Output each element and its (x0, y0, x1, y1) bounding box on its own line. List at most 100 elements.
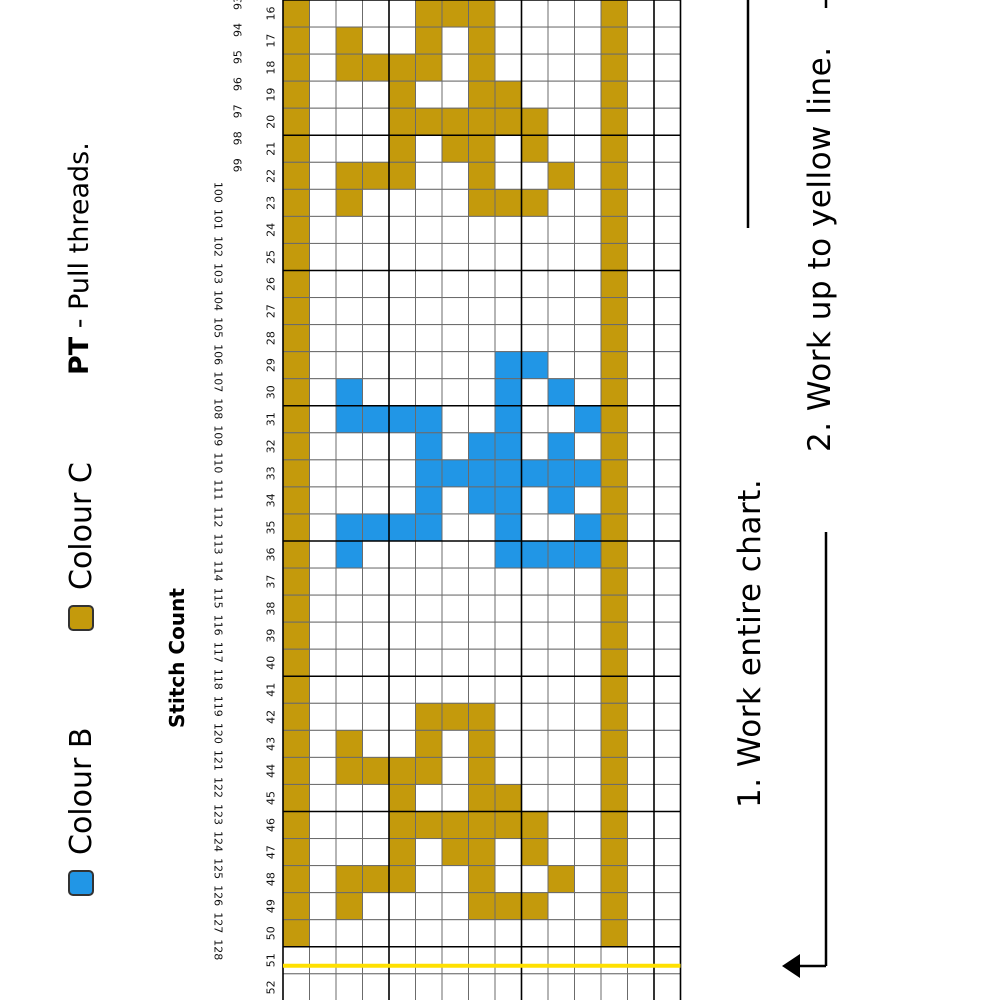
stitch-empty (574, 486, 602, 515)
stitch-empty (309, 378, 337, 407)
stitch-empty (547, 946, 575, 975)
stitch-empty (362, 540, 390, 569)
stitch-colour-c (282, 134, 310, 163)
stitch-empty (627, 107, 655, 136)
stitch-empty (335, 270, 363, 299)
stitch-colour-c (494, 892, 522, 921)
stitch-colour-b (468, 486, 496, 515)
row-number-inner: 24 (265, 223, 278, 237)
stitch-empty (547, 405, 575, 434)
pt-description: - Pull threads. (64, 142, 95, 337)
stitch-colour-c (600, 26, 628, 55)
stitch-empty (521, 513, 549, 542)
stitch-empty (547, 594, 575, 623)
stitch-count-title: Stitch Count (165, 588, 189, 728)
stitch-empty (309, 540, 337, 569)
stitch-empty (574, 80, 602, 109)
stitch-empty (627, 351, 655, 380)
row-number-inner: 19 (265, 88, 278, 102)
stitch-empty (282, 973, 310, 1000)
stitch-empty (388, 26, 416, 55)
stitch-empty (441, 946, 469, 975)
stitch-empty (574, 621, 602, 650)
stitch-empty (521, 242, 549, 271)
stitch-empty (362, 432, 390, 461)
stitch-colour-c (282, 729, 310, 758)
stitch-empty (627, 242, 655, 271)
stitch-colour-c (362, 53, 390, 82)
stitch-empty (627, 80, 655, 109)
stitch-empty (388, 892, 416, 921)
stitch-empty (388, 594, 416, 623)
row-number-outer: 109 (212, 425, 225, 446)
stitch-empty (653, 919, 681, 948)
stitch-empty (468, 351, 496, 380)
stitch-empty (335, 567, 363, 596)
stitch-colour-c (600, 919, 628, 948)
stitch-empty (309, 567, 337, 596)
stitch-empty (335, 811, 363, 840)
stitch-colour-c (441, 134, 469, 163)
stitch-empty (441, 405, 469, 434)
stitch-empty (547, 134, 575, 163)
stitch-empty (574, 783, 602, 813)
stitch-empty (627, 26, 655, 55)
stitch-colour-c (600, 702, 628, 731)
stitch-colour-c (415, 756, 443, 785)
stitch-empty (362, 838, 390, 867)
stitch-empty (494, 270, 522, 299)
stitch-colour-b (494, 486, 522, 515)
stitch-empty (468, 405, 496, 434)
stitch-colour-c (282, 811, 310, 840)
stitch-empty (415, 621, 443, 650)
stitch-empty (653, 242, 681, 271)
stitch-empty (574, 675, 602, 704)
stitch-empty (362, 729, 390, 758)
stitch-empty (415, 134, 443, 163)
stitch-empty (415, 188, 443, 217)
stitch-colour-c (415, 0, 443, 28)
stitch-empty (309, 513, 337, 542)
stitch-empty (547, 919, 575, 948)
stitch-colour-c (600, 540, 628, 569)
stitch-empty (468, 648, 496, 677)
stitch-colour-b (335, 378, 363, 407)
stitch-empty (627, 188, 655, 217)
stitch-colour-c (468, 865, 496, 894)
stitch-colour-c (282, 107, 310, 136)
stitch-colour-c (282, 892, 310, 921)
stitch-empty (574, 297, 602, 326)
arrow-head-icon (782, 954, 800, 978)
stitch-empty (653, 270, 681, 299)
stitch-colour-c (388, 783, 416, 813)
stitch-empty (335, 675, 363, 704)
stitch-empty (309, 594, 337, 623)
stitch-colour-c (415, 53, 443, 82)
stitch-empty (335, 134, 363, 163)
stitch-empty (494, 567, 522, 596)
stitch-empty (388, 378, 416, 407)
stitch-empty (388, 702, 416, 731)
stitch-empty (574, 53, 602, 82)
stitch-empty (441, 540, 469, 569)
stitch-empty (521, 405, 549, 434)
stitch-empty (653, 946, 681, 975)
stitch-empty (309, 702, 337, 731)
stitch-colour-c (600, 80, 628, 109)
stitch-empty (627, 324, 655, 353)
stitch-empty (415, 215, 443, 244)
stitch-colour-c (282, 351, 310, 380)
stitch-empty (627, 892, 655, 921)
row-number-outer: 118 (212, 669, 225, 690)
stitch-colour-c (282, 513, 310, 542)
stitch-empty (494, 973, 522, 1000)
stitch-colour-c (600, 459, 628, 488)
stitch-colour-c (282, 297, 310, 326)
pull-threads-note: PT - Pull threads. (64, 142, 95, 375)
stitch-empty (547, 783, 575, 813)
stitch-empty (521, 946, 549, 975)
stitch-empty (653, 702, 681, 731)
stitch-colour-c (600, 838, 628, 867)
stitch-empty (309, 432, 337, 461)
stitch-empty (574, 567, 602, 596)
